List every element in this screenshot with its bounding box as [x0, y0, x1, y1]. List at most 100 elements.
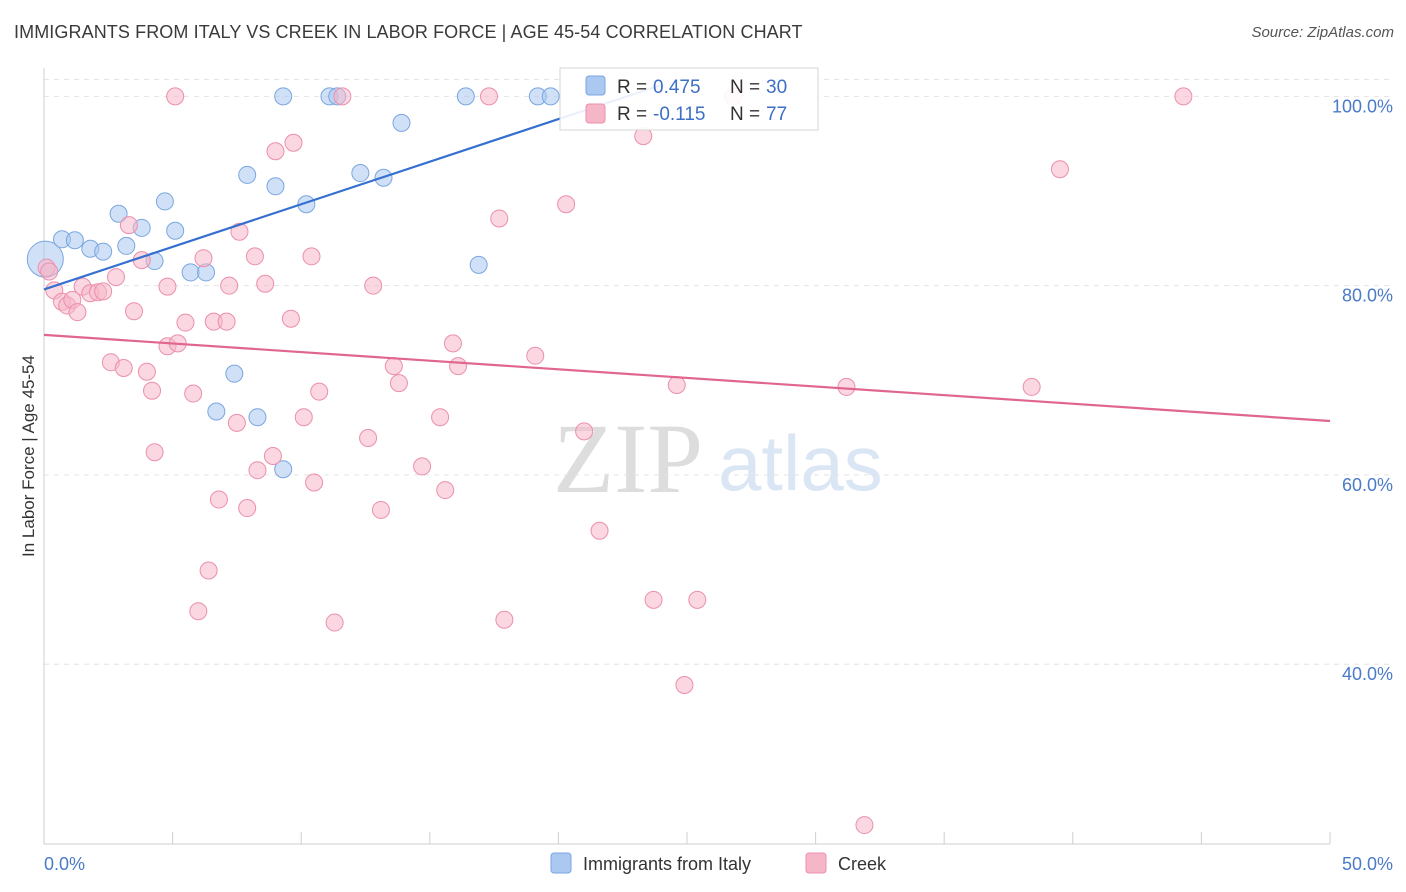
data-point [238, 165, 257, 184]
x-tick-labels: 0.0% 50.0% [44, 854, 1393, 874]
data-point [371, 500, 390, 519]
x-tick-label: 0.0% [44, 854, 85, 874]
trend-line-italy [43, 83, 662, 291]
data-point [443, 334, 462, 353]
data-point [1022, 377, 1041, 396]
stats-n-label-creek: N = [730, 104, 760, 125]
data-point [294, 408, 313, 427]
stats-r-label-creek: R = [617, 104, 647, 125]
data-point [310, 382, 329, 401]
data-point [325, 613, 344, 632]
stats-r-label-italy: R = [617, 77, 647, 98]
data-point [184, 384, 203, 403]
stats-n-value-italy: 30 [766, 77, 787, 98]
data-point [479, 87, 498, 106]
data-point [230, 222, 249, 241]
data-point [181, 263, 200, 282]
data-point [490, 209, 509, 228]
data-point [166, 87, 185, 106]
data-point [281, 309, 300, 328]
data-point [199, 561, 218, 580]
data-point [302, 247, 321, 266]
data-point [145, 443, 164, 462]
data-point [125, 302, 144, 321]
chart-title: IMMIGRANTS FROM ITALY VS CREEK IN LABOR … [14, 22, 803, 42]
legend-swatch-italy [550, 852, 572, 874]
y-tick-label: 100.0% [1332, 96, 1393, 116]
data-point [456, 87, 475, 106]
source-credit: Source: ZipAtlas.com [1251, 24, 1394, 41]
stats-legend: R = 0.475 N = 30 R = -0.115 N = 77 [559, 67, 819, 131]
data-point [137, 362, 156, 381]
stats-n-label-italy: N = [730, 77, 760, 98]
data-point [541, 87, 560, 106]
data-point [158, 277, 177, 296]
data-point [114, 358, 133, 377]
data-point [217, 312, 236, 331]
data-point [305, 473, 324, 492]
data-point [94, 242, 113, 261]
stats-swatch-italy [585, 75, 606, 96]
data-point [837, 377, 856, 396]
x-tick-label: 50.0% [1342, 854, 1393, 874]
data-point [256, 274, 275, 293]
legend-swatch-creek [805, 852, 827, 874]
data-point [469, 255, 488, 274]
stats-swatch-creek [585, 103, 606, 124]
data-point [117, 236, 136, 255]
data-point [207, 402, 226, 421]
data-point [176, 313, 195, 332]
data-point [389, 374, 408, 393]
data-point [266, 142, 285, 161]
data-point [667, 376, 686, 395]
data-point [220, 276, 239, 295]
data-point [248, 408, 267, 427]
data-point [688, 590, 707, 609]
data-point [526, 346, 545, 365]
data-point [351, 164, 370, 183]
data-point [855, 816, 874, 835]
data-point [248, 461, 267, 480]
data-point [590, 521, 609, 540]
data-point [209, 490, 228, 509]
bottom-legend: Immigrants from Italy Creek [550, 852, 887, 874]
data-point [143, 381, 162, 400]
data-point [333, 87, 352, 106]
stats-r-value-creek: -0.115 [653, 104, 705, 125]
watermark: ZIP atlas [553, 403, 883, 514]
watermark-atlas: atlas [718, 419, 883, 507]
data-point [274, 87, 293, 106]
data-point [107, 268, 126, 287]
data-point [274, 460, 293, 479]
data-point [238, 499, 257, 518]
data-point [675, 676, 694, 695]
data-point [189, 602, 208, 621]
data-point [413, 457, 432, 476]
data-point [65, 231, 84, 250]
data-point [359, 429, 378, 448]
legend-label-italy: Immigrants from Italy [583, 854, 751, 874]
watermark-zip: ZIP [553, 403, 703, 514]
data-point [431, 408, 450, 427]
y-tick-labels: 100.0% 80.0% 60.0% 40.0% [1332, 96, 1393, 684]
data-point [392, 113, 411, 132]
stats-r-value-italy: 0.475 [653, 77, 701, 98]
y-tick-label: 80.0% [1342, 286, 1393, 306]
data-point [1174, 87, 1193, 106]
data-point [227, 413, 246, 432]
data-point [40, 262, 59, 281]
data-point [263, 447, 282, 465]
data-point [436, 481, 455, 500]
data-point [644, 590, 663, 609]
data-point [575, 422, 594, 441]
data-point [1050, 160, 1069, 179]
data-point [109, 204, 128, 223]
trend-line-creek [43, 333, 1331, 423]
data-point [68, 303, 87, 322]
data-point [155, 192, 174, 211]
stats-n-value-creek: 77 [766, 104, 787, 125]
y-tick-label: 60.0% [1342, 475, 1393, 495]
data-point [119, 216, 138, 235]
data-point [225, 364, 244, 383]
